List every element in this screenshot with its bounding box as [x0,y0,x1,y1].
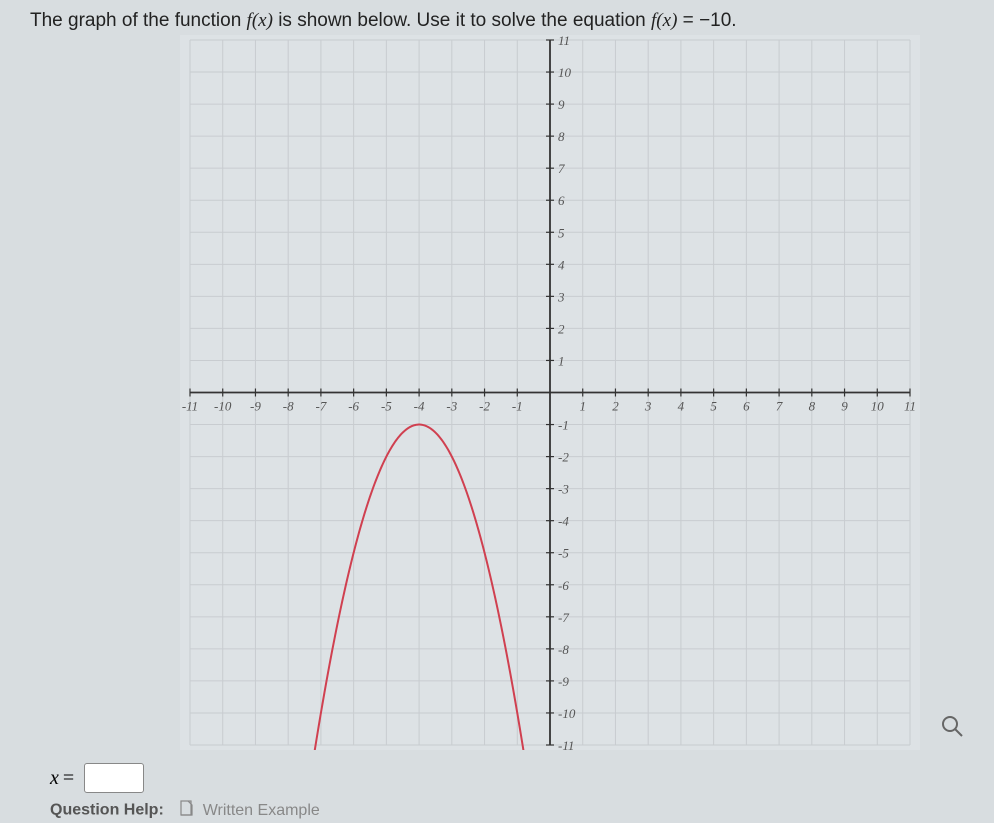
svg-text:7: 7 [776,399,783,414]
svg-text:8: 8 [809,399,816,414]
svg-text:-8: -8 [283,399,294,414]
svg-text:6: 6 [743,399,750,414]
svg-text:1: 1 [558,353,565,368]
svg-text:-8: -8 [558,642,569,657]
svg-text:2: 2 [612,399,619,414]
graph-container: -11-10-9-8-7-6-5-4-3-2-11234567891011-11… [180,35,920,750]
svg-text:-1: -1 [558,418,569,433]
svg-text:-4: -4 [414,399,425,414]
svg-text:-1: -1 [512,399,523,414]
question-middle: is shown below. Use it to solve the equa… [273,10,651,31]
svg-text:-6: -6 [558,578,569,593]
question-suffix: . [731,10,736,31]
svg-text:3: 3 [644,399,652,414]
equation-eq: = [677,10,699,31]
svg-text:8: 8 [558,129,565,144]
equation-rhs: −10 [699,10,731,31]
svg-text:5: 5 [558,225,565,240]
svg-text:2: 2 [558,321,565,336]
question-help-row: Question Help: Written Example [50,800,320,821]
svg-text:-7: -7 [558,610,569,625]
svg-text:-5: -5 [381,399,392,414]
svg-text:-11: -11 [182,399,198,414]
equation-lhs: f(x) [651,10,677,31]
answer-row: x = [50,763,144,793]
svg-text:-11: -11 [558,738,574,750]
svg-text:-3: -3 [558,482,569,497]
svg-text:5: 5 [710,399,717,414]
answer-variable: x [50,767,59,790]
written-example-link[interactable]: Written Example [203,802,320,819]
svg-text:-7: -7 [315,399,326,414]
svg-text:-9: -9 [558,674,569,689]
svg-text:-4: -4 [558,514,569,529]
svg-text:4: 4 [678,399,685,414]
question-fx: f(x) [247,10,273,31]
svg-text:10: 10 [871,399,885,414]
svg-text:-9: -9 [250,399,261,414]
document-icon [180,800,194,821]
svg-text:-5: -5 [558,546,569,561]
svg-text:1: 1 [579,399,586,414]
answer-eq: = [63,767,74,790]
svg-text:10: 10 [558,65,572,80]
svg-text:9: 9 [558,97,565,112]
magnify-icon[interactable] [940,714,964,743]
question-help-label: Question Help: [50,802,164,819]
svg-text:-2: -2 [558,450,569,465]
svg-text:-2: -2 [479,399,490,414]
graph-svg: -11-10-9-8-7-6-5-4-3-2-11234567891011-11… [180,35,920,750]
svg-text:11: 11 [904,399,916,414]
svg-text:11: 11 [558,35,570,48]
answer-input[interactable] [84,763,144,793]
svg-text:6: 6 [558,193,565,208]
svg-text:4: 4 [558,257,565,272]
question-prefix: The graph of the function [30,10,247,31]
svg-text:-6: -6 [348,399,359,414]
svg-text:-10: -10 [558,706,576,721]
svg-text:3: 3 [557,289,565,304]
question-text: The graph of the function f(x) is shown … [30,10,737,32]
svg-text:-3: -3 [446,399,457,414]
svg-text:7: 7 [558,161,565,176]
svg-text:-10: -10 [214,399,232,414]
svg-text:9: 9 [841,399,848,414]
